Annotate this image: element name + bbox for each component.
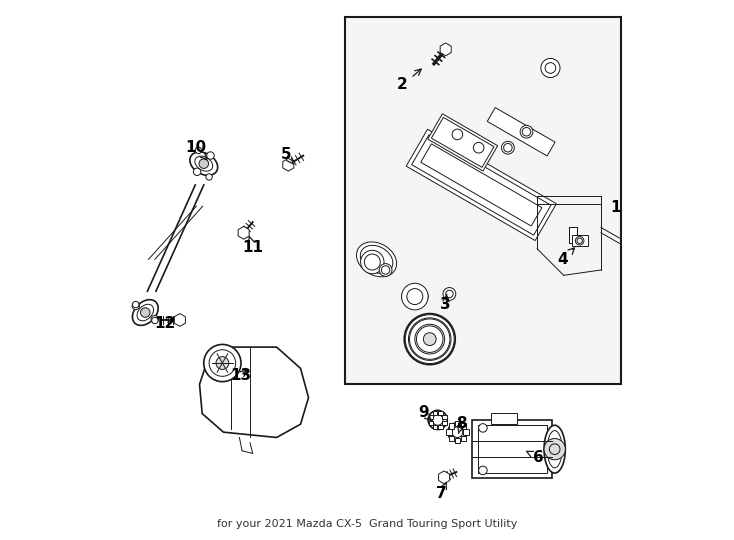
- Polygon shape: [439, 471, 450, 484]
- Bar: [448, 423, 454, 429]
- Circle shape: [140, 308, 150, 318]
- Bar: [446, 429, 451, 435]
- Circle shape: [479, 424, 487, 432]
- Bar: [478, 425, 547, 473]
- Circle shape: [195, 147, 202, 153]
- Circle shape: [360, 251, 384, 274]
- Circle shape: [206, 174, 212, 180]
- Circle shape: [520, 125, 533, 138]
- Bar: [432, 424, 437, 429]
- Text: 3: 3: [440, 294, 451, 312]
- Ellipse shape: [544, 425, 565, 473]
- Bar: [455, 421, 460, 426]
- Polygon shape: [406, 129, 556, 240]
- Circle shape: [428, 410, 447, 429]
- Bar: [438, 424, 443, 429]
- Text: 7: 7: [436, 483, 447, 501]
- Circle shape: [207, 152, 214, 159]
- Polygon shape: [238, 226, 249, 239]
- Polygon shape: [283, 158, 294, 171]
- Circle shape: [404, 314, 455, 364]
- Text: 10: 10: [185, 140, 207, 160]
- Polygon shape: [200, 347, 308, 437]
- Circle shape: [132, 302, 139, 309]
- Bar: [433, 411, 437, 415]
- Text: 6: 6: [527, 450, 544, 464]
- Circle shape: [443, 287, 456, 300]
- Circle shape: [541, 58, 560, 78]
- Bar: [429, 421, 433, 425]
- Text: 4: 4: [557, 248, 575, 267]
- Circle shape: [473, 143, 484, 153]
- Circle shape: [204, 345, 241, 382]
- Bar: [429, 415, 433, 419]
- Circle shape: [152, 318, 158, 323]
- Circle shape: [424, 333, 436, 346]
- Circle shape: [133, 301, 139, 308]
- Polygon shape: [569, 227, 585, 244]
- Bar: [461, 423, 466, 429]
- Text: 9: 9: [418, 405, 432, 421]
- Bar: [472, 420, 552, 478]
- Ellipse shape: [401, 287, 428, 306]
- Circle shape: [544, 438, 565, 460]
- Polygon shape: [572, 235, 588, 246]
- Ellipse shape: [132, 300, 158, 326]
- Polygon shape: [175, 314, 186, 326]
- Ellipse shape: [190, 152, 218, 176]
- Polygon shape: [491, 413, 517, 424]
- Circle shape: [448, 423, 467, 442]
- Text: 1: 1: [611, 200, 621, 215]
- Text: 2: 2: [397, 69, 421, 92]
- Polygon shape: [428, 114, 498, 171]
- Text: 13: 13: [230, 368, 251, 383]
- Text: 11: 11: [242, 237, 264, 255]
- Text: 12: 12: [154, 316, 175, 330]
- Circle shape: [479, 466, 487, 475]
- Polygon shape: [487, 107, 555, 156]
- Circle shape: [193, 168, 201, 176]
- Circle shape: [199, 159, 208, 168]
- Bar: [438, 411, 443, 415]
- Circle shape: [575, 237, 584, 245]
- Circle shape: [501, 141, 515, 154]
- Circle shape: [379, 264, 392, 276]
- Bar: [455, 438, 460, 443]
- Polygon shape: [440, 43, 451, 56]
- Text: 8: 8: [457, 416, 467, 434]
- Circle shape: [452, 129, 462, 140]
- Text: for your 2021 Mazda CX-5  Grand Touring Sport Utility: for your 2021 Mazda CX-5 Grand Touring S…: [217, 519, 517, 529]
- Circle shape: [151, 315, 159, 323]
- Bar: [345, 17, 621, 384]
- Circle shape: [401, 284, 428, 310]
- Bar: [443, 415, 447, 419]
- Text: 5: 5: [280, 146, 294, 164]
- Bar: [448, 436, 454, 441]
- Circle shape: [216, 356, 229, 369]
- Bar: [443, 421, 447, 425]
- Ellipse shape: [357, 242, 396, 277]
- Bar: [461, 436, 466, 441]
- Bar: [463, 429, 468, 435]
